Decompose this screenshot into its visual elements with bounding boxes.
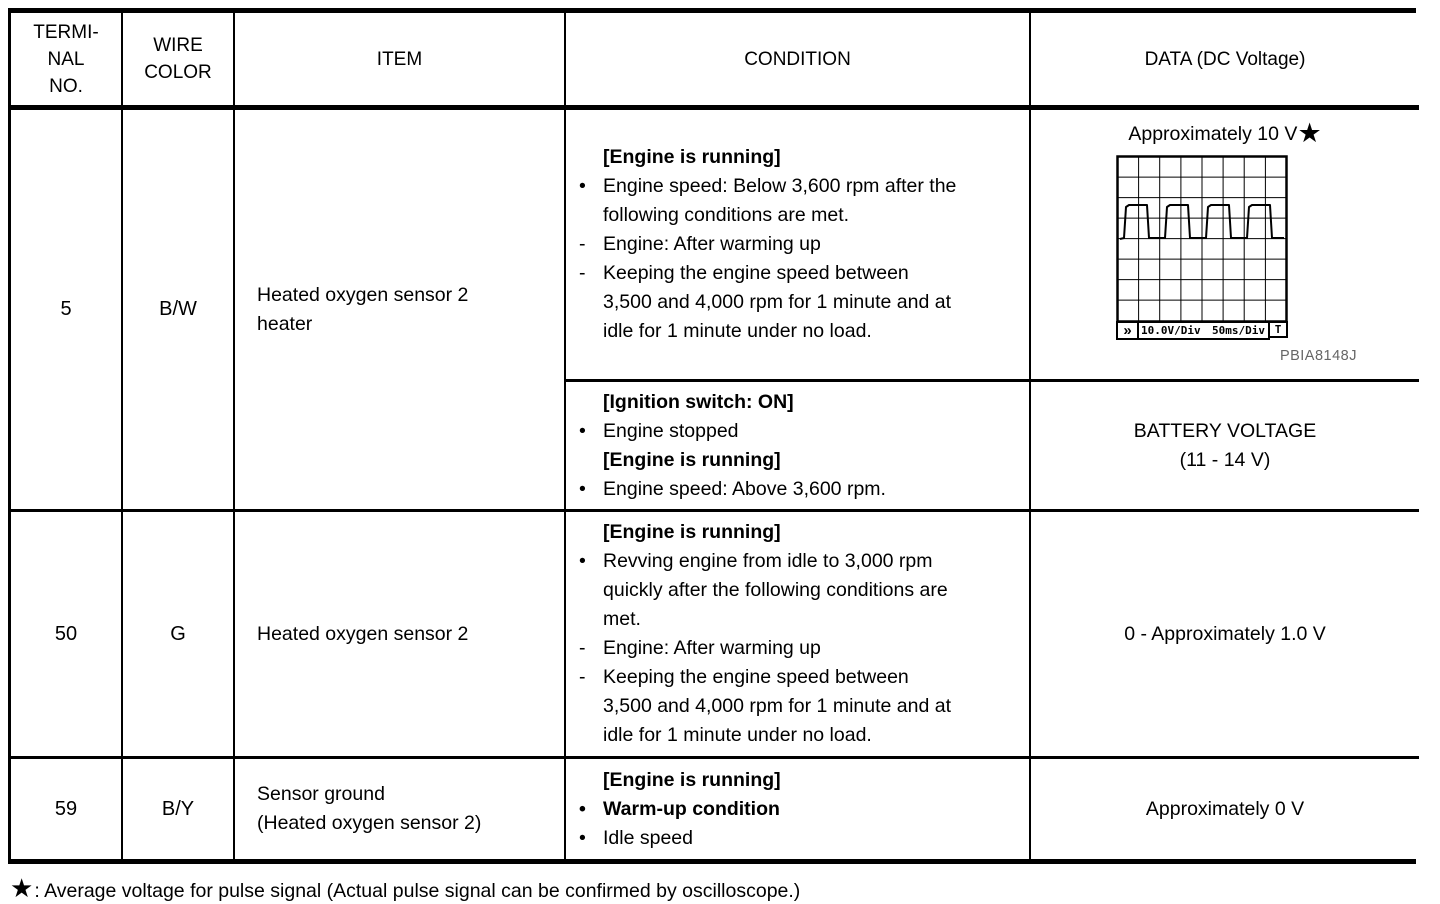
scope-time-per-div: 50ms/Div <box>1212 324 1265 337</box>
header-item: ITEM <box>235 13 566 110</box>
terminal-no-59: 59 <box>11 759 123 859</box>
condition-line: - Keeping the engine speed between 3,500… <box>579 663 1023 750</box>
oscilloscope-figure: » 10.0V/Div 50ms/Div T <box>1116 155 1288 340</box>
scope-volts-per-div: 10.0V/Div <box>1141 324 1201 337</box>
terminal-voltage-table: TERMI- NAL NO. WIRE COLOR ITEM CONDITION… <box>8 8 1419 864</box>
wire-color-by: B/Y <box>123 759 235 859</box>
scope-trigger-indicator: T <box>1270 321 1288 338</box>
bullet-marker: • <box>579 550 586 572</box>
terminal-no-5: 5 <box>11 110 123 512</box>
header-data: DATA (DC Voltage) <box>1031 13 1419 110</box>
bullet-marker: • <box>579 826 586 849</box>
condition-header: [Engine is running] <box>603 146 781 168</box>
condition-line: • Engine speed: Below 3,600 rpm after th… <box>579 172 1023 230</box>
oscilloscope-grid-waveform <box>1116 155 1288 323</box>
condition-line: • Revving engine from idle to 3,000 rpm … <box>579 547 1023 634</box>
condition-line: [Engine is running] <box>579 766 1023 795</box>
dash-marker: - <box>579 666 586 688</box>
data-cell-scope: Approximately 10 V★ » 1 <box>1031 110 1419 382</box>
condition-line: - Engine: After warming up <box>579 634 1023 663</box>
item-sensor-ground: Sensor ground (Heated oxygen sensor 2) <box>235 759 566 859</box>
condition-header: [Engine is running] <box>603 521 781 543</box>
figure-code: PBIA8148J <box>1279 348 1357 364</box>
item-heated-oxygen-sensor-2-heater: Heated oxygen sensor 2 heater <box>235 110 566 512</box>
footnote: ★ : Average voltage for pulse signal (Ac… <box>8 873 1440 903</box>
condition-line: • Warm-up condition <box>579 795 1023 824</box>
bullet-marker: • <box>579 797 586 820</box>
condition-line: [Engine is running] <box>579 518 1023 547</box>
condition-line: • Idle speed <box>579 824 1023 853</box>
oscilloscope-footer: » 10.0V/Div 50ms/Div T <box>1116 321 1288 340</box>
condition-header: [Engine is running] <box>603 448 781 471</box>
condition-row2: [Engine is running] • Revving engine fro… <box>566 512 1031 759</box>
condition-line: - Keeping the engine speed between 3,500… <box>579 259 1023 346</box>
header-condition: CONDITION <box>566 13 1031 110</box>
dash-marker: - <box>579 262 586 284</box>
wire-color-g: G <box>123 512 235 759</box>
scope-heading: Approximately 10 V★ <box>1128 118 1322 148</box>
dash-marker: - <box>579 637 586 659</box>
header-wire-color: WIRE COLOR <box>123 13 235 110</box>
data-0-approx-1v: 0 - Approximately 1.0 V <box>1031 512 1419 759</box>
condition-line: [Engine is running] <box>579 143 1023 172</box>
scope-channel-arrow-icon: » <box>1116 321 1139 340</box>
bullet-marker: • <box>579 419 586 442</box>
condition-line: • Engine speed: Above 3,600 rpm. <box>579 475 1023 504</box>
condition-row1-sub2: [Ignition switch: ON] • Engine stopped [… <box>566 382 1031 512</box>
condition-line: - Engine: After warming up <box>579 230 1023 259</box>
condition-line: [Engine is running] <box>579 446 1023 475</box>
header-terminal-no: TERMI- NAL NO. <box>11 13 123 110</box>
condition-row1-sub1: [Engine is running] • Engine speed: Belo… <box>566 110 1031 382</box>
bullet-marker: • <box>579 175 586 197</box>
dash-marker: - <box>579 233 586 255</box>
data-battery-voltage: BATTERY VOLTAGE (11 - 14 V) <box>1031 382 1419 512</box>
data-approx-0v: Approximately 0 V <box>1145 797 1305 820</box>
footnote-text: : Average voltage for pulse signal (Actu… <box>34 880 801 902</box>
star-icon: ★ <box>10 873 34 903</box>
terminal-no-50: 50 <box>11 512 123 759</box>
condition-row3: [Engine is running] • Warm-up condition … <box>566 759 1031 859</box>
bullet-marker: • <box>579 477 586 500</box>
star-icon: ★ <box>1297 118 1322 148</box>
condition-line: [Ignition switch: ON] <box>579 388 1023 417</box>
condition-line: • Engine stopped <box>579 417 1023 446</box>
item-heated-oxygen-sensor-2: Heated oxygen sensor 2 <box>235 512 566 759</box>
condition-header: [Engine is running] <box>603 768 781 791</box>
wire-color-bw: B/W <box>123 110 235 512</box>
condition-header: [Ignition switch: ON] <box>603 390 794 413</box>
